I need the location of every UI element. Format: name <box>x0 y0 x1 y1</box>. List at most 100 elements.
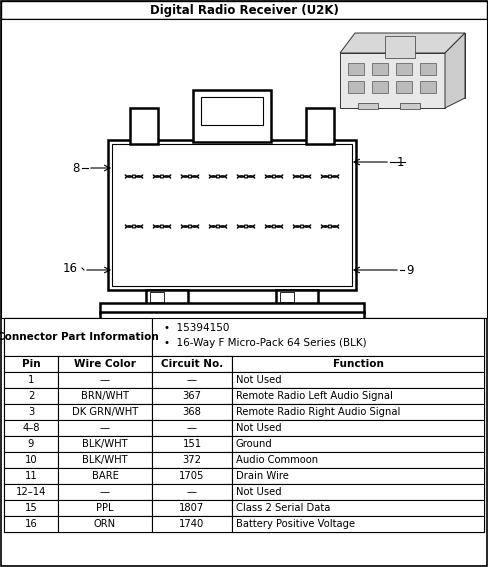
Bar <box>4 318 484 532</box>
Text: 8: 8 <box>72 162 80 175</box>
Bar <box>152 468 232 484</box>
Bar <box>232 436 484 452</box>
Bar <box>152 372 232 388</box>
Text: DK GRN/WHT: DK GRN/WHT <box>72 407 138 417</box>
Bar <box>112 144 352 286</box>
Bar <box>4 372 58 388</box>
Text: BRN/WHT: BRN/WHT <box>81 391 129 401</box>
Bar <box>4 436 58 452</box>
Bar <box>58 452 152 468</box>
Text: BLK/WHT: BLK/WHT <box>82 439 128 449</box>
Text: 11: 11 <box>24 471 38 481</box>
Text: 3: 3 <box>28 407 34 417</box>
Text: BARE: BARE <box>92 471 119 481</box>
Text: Remote Radio Right Audio Signal: Remote Radio Right Audio Signal <box>236 407 400 417</box>
Bar <box>355 33 465 98</box>
Text: 12–14: 12–14 <box>16 487 46 497</box>
Bar <box>152 500 232 516</box>
Text: Drain Wire: Drain Wire <box>236 471 289 481</box>
Bar <box>340 53 445 108</box>
Bar <box>58 516 152 532</box>
Text: —: — <box>100 375 110 385</box>
Bar <box>232 356 484 372</box>
Text: Class 2 Serial Data: Class 2 Serial Data <box>236 503 330 513</box>
Bar <box>400 103 420 109</box>
Text: —: — <box>100 487 110 497</box>
Bar <box>358 103 378 109</box>
Text: Not Used: Not Used <box>236 423 282 433</box>
Bar <box>232 500 484 516</box>
Text: Connector Part Information: Connector Part Information <box>0 332 159 342</box>
Bar <box>420 63 436 75</box>
Bar <box>4 468 58 484</box>
Polygon shape <box>340 33 465 53</box>
Bar <box>232 468 484 484</box>
Text: 1705: 1705 <box>179 471 204 481</box>
Bar <box>385 36 415 58</box>
Bar <box>4 318 152 356</box>
Text: 2: 2 <box>28 391 34 401</box>
Bar <box>58 436 152 452</box>
Bar <box>4 500 58 516</box>
Text: PPL: PPL <box>96 503 114 513</box>
Text: Digital Radio Receiver (U2K): Digital Radio Receiver (U2K) <box>149 4 339 17</box>
Bar <box>348 81 364 93</box>
Text: Not Used: Not Used <box>236 375 282 385</box>
Bar <box>4 484 58 500</box>
Text: 16: 16 <box>24 519 38 529</box>
Bar <box>58 372 152 388</box>
Bar <box>372 81 388 93</box>
Bar <box>232 420 484 436</box>
Bar <box>152 484 232 500</box>
Bar <box>58 356 152 372</box>
Text: 372: 372 <box>183 455 202 465</box>
Bar <box>152 388 232 404</box>
Text: —: — <box>187 375 197 385</box>
Bar <box>58 468 152 484</box>
Bar <box>100 312 364 328</box>
Bar <box>58 500 152 516</box>
Bar <box>152 356 232 372</box>
Text: Wire Color: Wire Color <box>74 359 136 369</box>
Bar <box>232 484 484 500</box>
Bar <box>396 63 412 75</box>
Bar <box>232 452 484 468</box>
Text: ORN: ORN <box>94 519 116 529</box>
Bar <box>232 388 484 404</box>
Text: BLK/WHT: BLK/WHT <box>82 455 128 465</box>
Bar <box>4 404 58 420</box>
Bar <box>420 81 436 93</box>
Text: Audio Commoon: Audio Commoon <box>236 455 318 465</box>
Text: Ground: Ground <box>236 439 273 449</box>
Text: Circuit No.: Circuit No. <box>161 359 223 369</box>
Bar <box>201 97 263 125</box>
Bar <box>348 63 364 75</box>
Bar <box>152 516 232 532</box>
Bar <box>150 292 164 302</box>
Text: 10: 10 <box>25 455 37 465</box>
Text: •  16-Way F Micro-Pack 64 Series (BLK): • 16-Way F Micro-Pack 64 Series (BLK) <box>164 338 366 348</box>
Bar <box>4 388 58 404</box>
Bar <box>4 516 58 532</box>
Text: 151: 151 <box>183 439 202 449</box>
Text: 16: 16 <box>62 261 78 274</box>
Bar <box>152 420 232 436</box>
Bar <box>396 81 412 93</box>
Bar <box>152 404 232 420</box>
Text: 367: 367 <box>183 391 202 401</box>
Bar <box>232 516 484 532</box>
Text: 1807: 1807 <box>180 503 204 513</box>
Bar <box>152 436 232 452</box>
Text: Function: Function <box>332 359 384 369</box>
Text: —: — <box>187 423 197 433</box>
Bar <box>108 140 356 290</box>
Bar <box>146 290 188 304</box>
Text: Pin: Pin <box>21 359 41 369</box>
Bar <box>4 420 58 436</box>
Text: Battery Positive Voltage: Battery Positive Voltage <box>236 519 355 529</box>
Bar <box>232 404 484 420</box>
Text: 1: 1 <box>28 375 34 385</box>
Bar <box>58 484 152 500</box>
Bar <box>1 1 487 19</box>
Bar <box>1 19 487 318</box>
